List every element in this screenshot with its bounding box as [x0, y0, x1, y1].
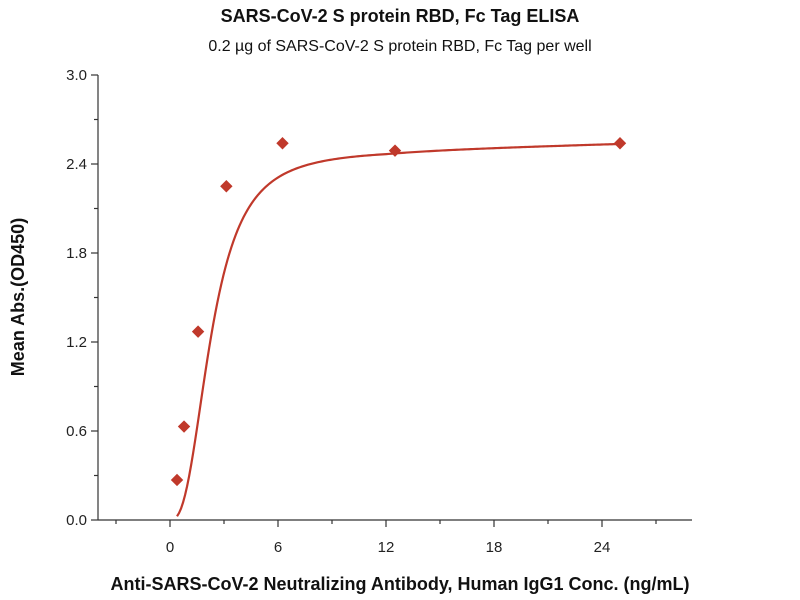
y-tick-label: 1.2 [66, 334, 87, 351]
y-tick-label: 3.0 [66, 67, 87, 84]
plot-area [170, 137, 627, 517]
x-axis-label: Anti-SARS-CoV-2 Neutralizing Antibody, H… [111, 574, 690, 594]
y-tick-label: 0.6 [66, 423, 87, 440]
x-tick-label: 18 [486, 539, 503, 556]
data-point [191, 325, 205, 338]
y-ticks: 0.0 0.6 1.2 1.8 2.4 3.0 [66, 67, 98, 529]
y-tick-label: 2.4 [66, 156, 87, 173]
fit-curve [176, 142, 621, 517]
x-tick-label: 0 [166, 539, 174, 556]
chart-title: SARS-CoV-2 S protein RBD, Fc Tag ELISA [221, 6, 580, 26]
data-point [613, 137, 627, 150]
x-tick-label: 12 [378, 539, 395, 556]
y-tick-label: 0.0 [66, 512, 87, 529]
data-point [388, 144, 402, 157]
data-point [220, 180, 233, 193]
x-tick-label: 6 [274, 539, 282, 556]
data-point [177, 420, 191, 433]
x-ticks: 0 6 12 18 24 [115, 520, 657, 556]
y-axis-label: Mean Abs.(OD450) [8, 218, 28, 376]
chart-subtitle: 0.2 µg of SARS-CoV-2 S protein RBD, Fc T… [208, 38, 591, 55]
data-point [170, 473, 184, 487]
y-tick-label: 1.8 [66, 245, 87, 262]
axes [97, 75, 692, 521]
x-tick-label: 24 [594, 539, 611, 556]
data-point [276, 137, 289, 150]
